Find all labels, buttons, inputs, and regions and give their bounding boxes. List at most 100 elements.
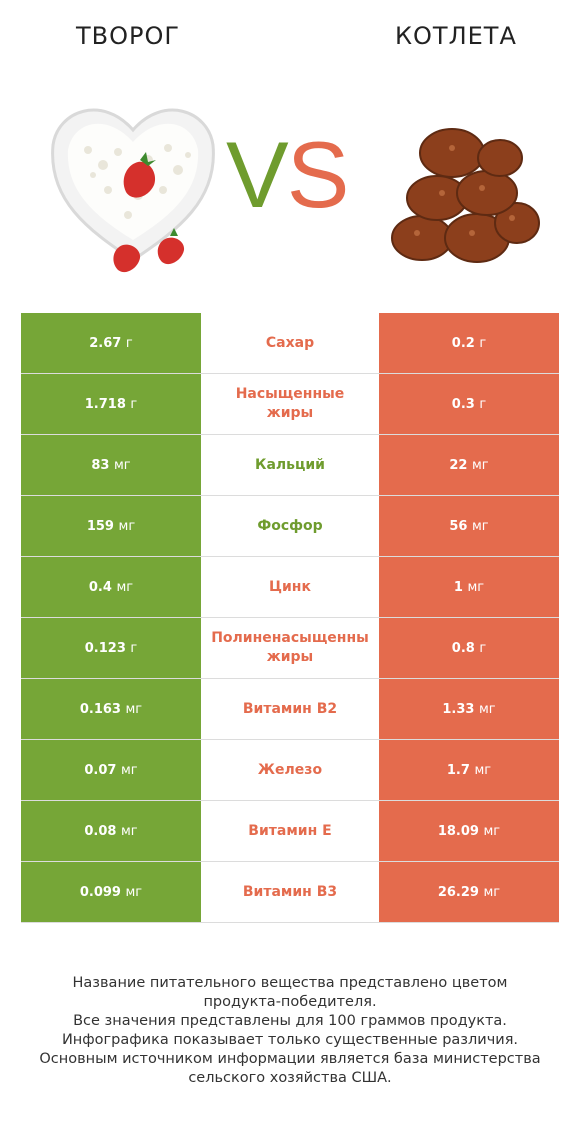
nutrient-name: Насыщенные bbox=[235, 386, 345, 402]
right-value: 1.33 bbox=[442, 701, 475, 717]
left-value-cell: 83 мг bbox=[21, 434, 201, 496]
left-value-cell: 0.4 мг bbox=[21, 556, 201, 618]
right-value-cell: 22 мг bbox=[379, 434, 559, 496]
nutrient-name: Железо bbox=[257, 761, 323, 778]
right-value: 1 bbox=[453, 579, 463, 595]
right-value-cell: 1 мг bbox=[379, 556, 559, 618]
nutrient-name-cell: Кальций bbox=[201, 434, 379, 496]
right-unit: мг bbox=[474, 762, 492, 778]
left-value-cell: 0.123 г bbox=[21, 617, 201, 679]
right-unit: г bbox=[479, 640, 487, 656]
cutlets-image bbox=[391, 128, 540, 263]
vs-s: S bbox=[286, 122, 350, 227]
left-value-cell: 159 мг bbox=[21, 495, 201, 557]
left-value: 0.4 bbox=[88, 579, 112, 595]
table-row: 0.099 мг Витамин B3 26.29 мг bbox=[21, 861, 559, 923]
right-value: 26.29 bbox=[437, 884, 479, 900]
left-unit: г bbox=[130, 396, 138, 412]
nutrient-name: Сахар bbox=[265, 334, 315, 351]
right-value: 18.09 bbox=[437, 823, 479, 839]
right-value: 0.8 bbox=[451, 640, 475, 656]
left-value: 0.08 bbox=[84, 823, 117, 839]
left-value-cell: 2.67 г bbox=[21, 313, 201, 374]
left-value: 1.718 bbox=[84, 396, 126, 412]
right-unit: мг bbox=[483, 823, 501, 839]
vs-label: VS bbox=[226, 128, 349, 222]
left-unit: мг bbox=[113, 457, 131, 473]
right-unit: мг bbox=[471, 457, 489, 473]
nutrient-name-cell: Витамин B2 bbox=[201, 678, 379, 740]
nutrient-name: Витамин E bbox=[248, 822, 332, 839]
right-value-cell: 1.33 мг bbox=[379, 678, 559, 740]
right-unit: мг bbox=[467, 579, 485, 595]
left-value-cell: 0.163 мг bbox=[21, 678, 201, 740]
left-unit: мг bbox=[118, 518, 136, 534]
left-value: 0.099 bbox=[79, 884, 121, 900]
table-row: 2.67 г Сахар 0.2 г bbox=[21, 313, 559, 374]
left-product-title: ТВОРОГ bbox=[76, 22, 181, 50]
left-unit: мг bbox=[120, 762, 138, 778]
right-product-title: КОТЛЕТА bbox=[395, 22, 517, 50]
nutrient-name: Кальций bbox=[255, 456, 325, 473]
right-unit: мг bbox=[471, 518, 489, 534]
cottage-cheese-image bbox=[51, 108, 215, 273]
nutrient-name-cell: Фосфор bbox=[201, 495, 379, 557]
left-value: 0.07 bbox=[84, 762, 117, 778]
right-value-cell: 0.3 г bbox=[379, 373, 559, 435]
left-unit: мг bbox=[125, 884, 143, 900]
nutrient-name: Витамин B2 bbox=[242, 700, 338, 717]
nutrient-name: Витамин B3 bbox=[242, 883, 338, 900]
table-row: 0.08 мг Витамин E 18.09 мг bbox=[21, 800, 559, 862]
right-value: 0.3 bbox=[451, 396, 475, 412]
footnote-line: Все значения представлены для 100 граммо… bbox=[73, 1013, 507, 1029]
right-value-cell: 26.29 мг bbox=[379, 861, 559, 923]
nutrient-name-cell: Витамин B3 bbox=[201, 861, 379, 923]
nutrient-name-cell: Полиненасыщенны жиры bbox=[201, 617, 379, 679]
left-unit: мг bbox=[116, 579, 134, 595]
nutrient-name: жиры bbox=[266, 649, 314, 665]
table-row: 0.123 г Полиненасыщенны жиры 0.8 г bbox=[21, 617, 559, 679]
right-value-cell: 0.2 г bbox=[379, 313, 559, 374]
right-value: 56 bbox=[449, 518, 468, 534]
left-unit: мг bbox=[120, 823, 138, 839]
nutrient-name-cell: Сахар bbox=[201, 313, 379, 374]
vs-v: V bbox=[226, 122, 289, 227]
table-row: 0.07 мг Железо 1.7 мг bbox=[21, 739, 559, 801]
left-unit: мг bbox=[125, 701, 143, 717]
left-value: 0.163 bbox=[79, 701, 121, 717]
nutrient-name-cell: Витамин E bbox=[201, 800, 379, 862]
table-row: 0.4 мг Цинк 1 мг bbox=[21, 556, 559, 618]
left-value: 83 bbox=[91, 457, 110, 473]
table-row: 0.163 мг Витамин B2 1.33 мг bbox=[21, 678, 559, 740]
left-value: 2.67 bbox=[89, 335, 122, 351]
nutrient-name: Полиненасыщенны bbox=[211, 630, 369, 646]
left-value-cell: 0.099 мг bbox=[21, 861, 201, 923]
footnote-line: Основным источником информации является … bbox=[39, 1051, 541, 1067]
right-unit: г bbox=[479, 335, 487, 351]
footnote: Название питательного вещества представл… bbox=[0, 974, 580, 1088]
right-value-cell: 1.7 мг bbox=[379, 739, 559, 801]
right-unit: г bbox=[479, 396, 487, 412]
nutrient-name-cell: Железо bbox=[201, 739, 379, 801]
left-value: 0.123 bbox=[84, 640, 126, 656]
right-value-cell: 0.8 г bbox=[379, 617, 559, 679]
footnote-line: Инфографика показывает только существенн… bbox=[61, 1032, 519, 1048]
left-value-cell: 0.08 мг bbox=[21, 800, 201, 862]
nutrient-name: жиры bbox=[266, 405, 314, 421]
left-value-cell: 1.718 г bbox=[21, 373, 201, 435]
nutrient-name: Фосфор bbox=[257, 517, 323, 534]
right-value-cell: 18.09 мг bbox=[379, 800, 559, 862]
footnote-line: продукта-победителя. bbox=[203, 994, 377, 1010]
right-unit: мг bbox=[478, 701, 496, 717]
table-row: 83 мг Кальций 22 мг bbox=[21, 434, 559, 496]
left-value-cell: 0.07 мг bbox=[21, 739, 201, 801]
left-value: 159 bbox=[86, 518, 114, 534]
left-unit: г bbox=[125, 335, 133, 351]
nutrient-comparison-table: 2.67 г Сахар 0.2 г 1.718 г Насыщенные жиры 0.3… bbox=[21, 313, 559, 923]
nutrient-name-cell: Насыщенные жиры bbox=[201, 373, 379, 435]
right-value: 1.7 bbox=[446, 762, 470, 778]
right-value: 0.2 bbox=[451, 335, 475, 351]
right-value: 22 bbox=[449, 457, 468, 473]
footnote-line: сельского хозяйства США. bbox=[188, 1070, 392, 1086]
right-unit: мг bbox=[483, 884, 501, 900]
